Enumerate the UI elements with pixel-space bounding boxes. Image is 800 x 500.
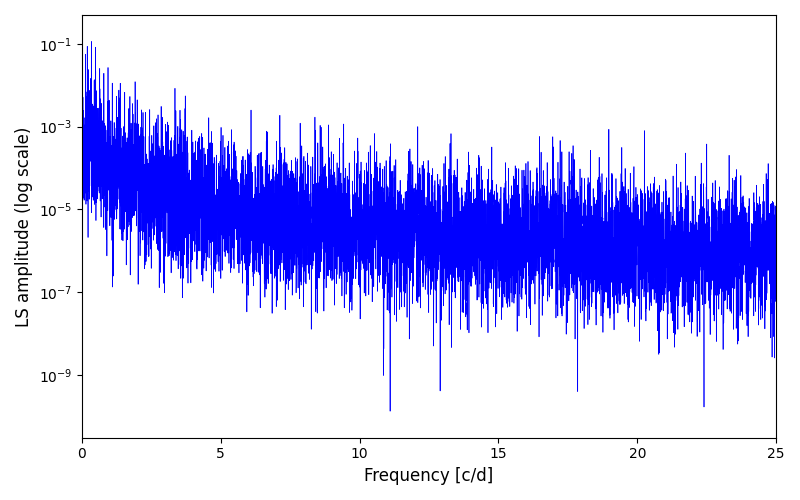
Y-axis label: LS amplitude (log scale): LS amplitude (log scale) [15,126,33,326]
X-axis label: Frequency [c/d]: Frequency [c/d] [364,467,494,485]
